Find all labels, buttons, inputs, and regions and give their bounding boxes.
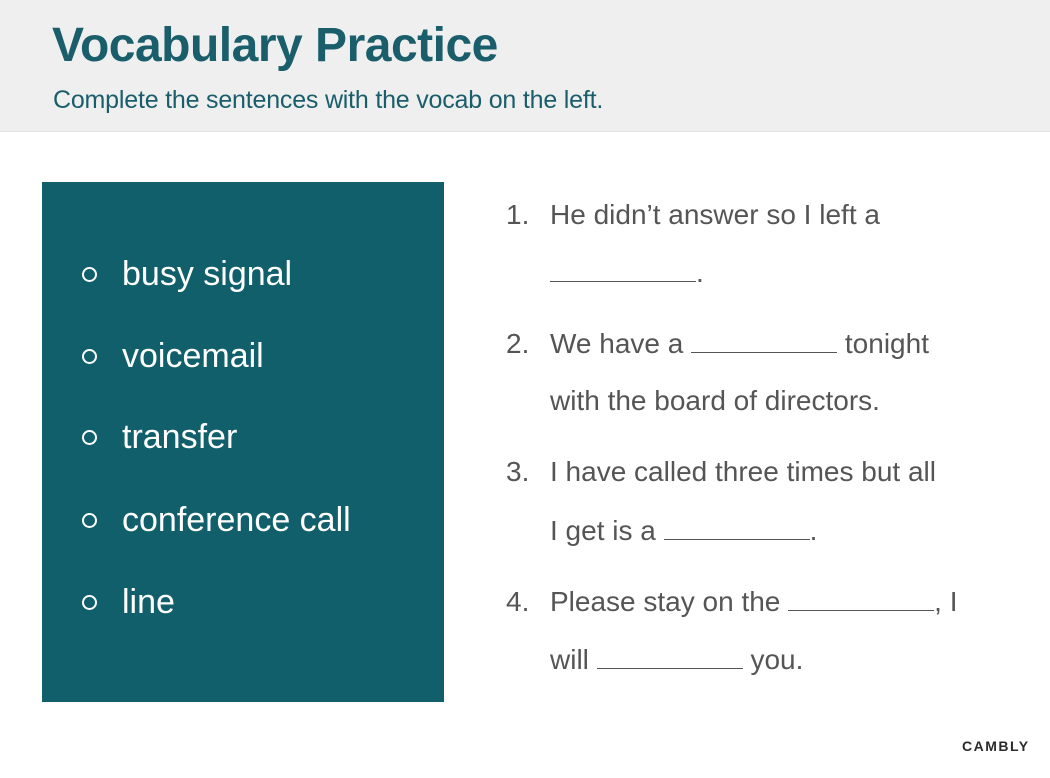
question-text: , I xyxy=(934,586,958,617)
question-line: We have a tonight xyxy=(550,327,929,361)
circle-bullet-icon xyxy=(82,513,97,528)
vocab-item-label: busy signal xyxy=(122,255,293,293)
question-text: He didn’t answer so I left a xyxy=(550,199,880,230)
answer-blank[interactable] xyxy=(788,586,935,611)
question-text: tonight xyxy=(844,328,929,359)
question-number: 1. xyxy=(506,199,530,230)
vocab-panel: busy signal voicemail transfer conferenc… xyxy=(42,182,444,702)
header: Vocabulary Practice Complete the sentenc… xyxy=(0,0,1050,132)
vocab-item-label: conference call xyxy=(122,501,351,539)
question-line: will you. xyxy=(550,643,803,677)
question-line: I get is a . xyxy=(550,514,817,548)
question-text: We have a xyxy=(550,328,684,359)
answer-blank[interactable] xyxy=(663,515,810,540)
vocab-item-label: line xyxy=(122,583,175,621)
vocab-item-label: voicemail xyxy=(122,337,264,375)
question-text: . xyxy=(696,257,704,288)
circle-bullet-icon xyxy=(82,349,97,364)
answer-blank[interactable] xyxy=(691,328,838,353)
circle-bullet-icon xyxy=(82,267,97,282)
page-subtitle: Complete the sentences with the vocab on… xyxy=(53,86,604,114)
vocab-item-label: transfer xyxy=(122,418,238,456)
page-title: Vocabulary Practice xyxy=(52,19,498,72)
question-number: 4. xyxy=(506,586,530,617)
answer-blank[interactable] xyxy=(550,257,696,282)
question-text: with the board of directors. xyxy=(550,385,880,416)
question-number: 3. xyxy=(506,456,530,487)
question-line: Please stay on the , I xyxy=(550,585,958,619)
question-text: you. xyxy=(750,644,804,675)
question-continuation: . xyxy=(550,256,704,290)
question-text: Please stay on the xyxy=(550,586,781,617)
question-text: will xyxy=(550,644,589,675)
circle-bullet-icon xyxy=(82,430,97,445)
answer-blank[interactable] xyxy=(596,644,743,669)
question-text: I get is a xyxy=(550,515,656,546)
brand-logo: CAMBLY xyxy=(962,738,1030,754)
question-text: . xyxy=(809,515,818,546)
question-number: 2. xyxy=(506,328,530,359)
circle-bullet-icon xyxy=(82,595,97,610)
question-text: I have called three times but all xyxy=(550,456,936,487)
